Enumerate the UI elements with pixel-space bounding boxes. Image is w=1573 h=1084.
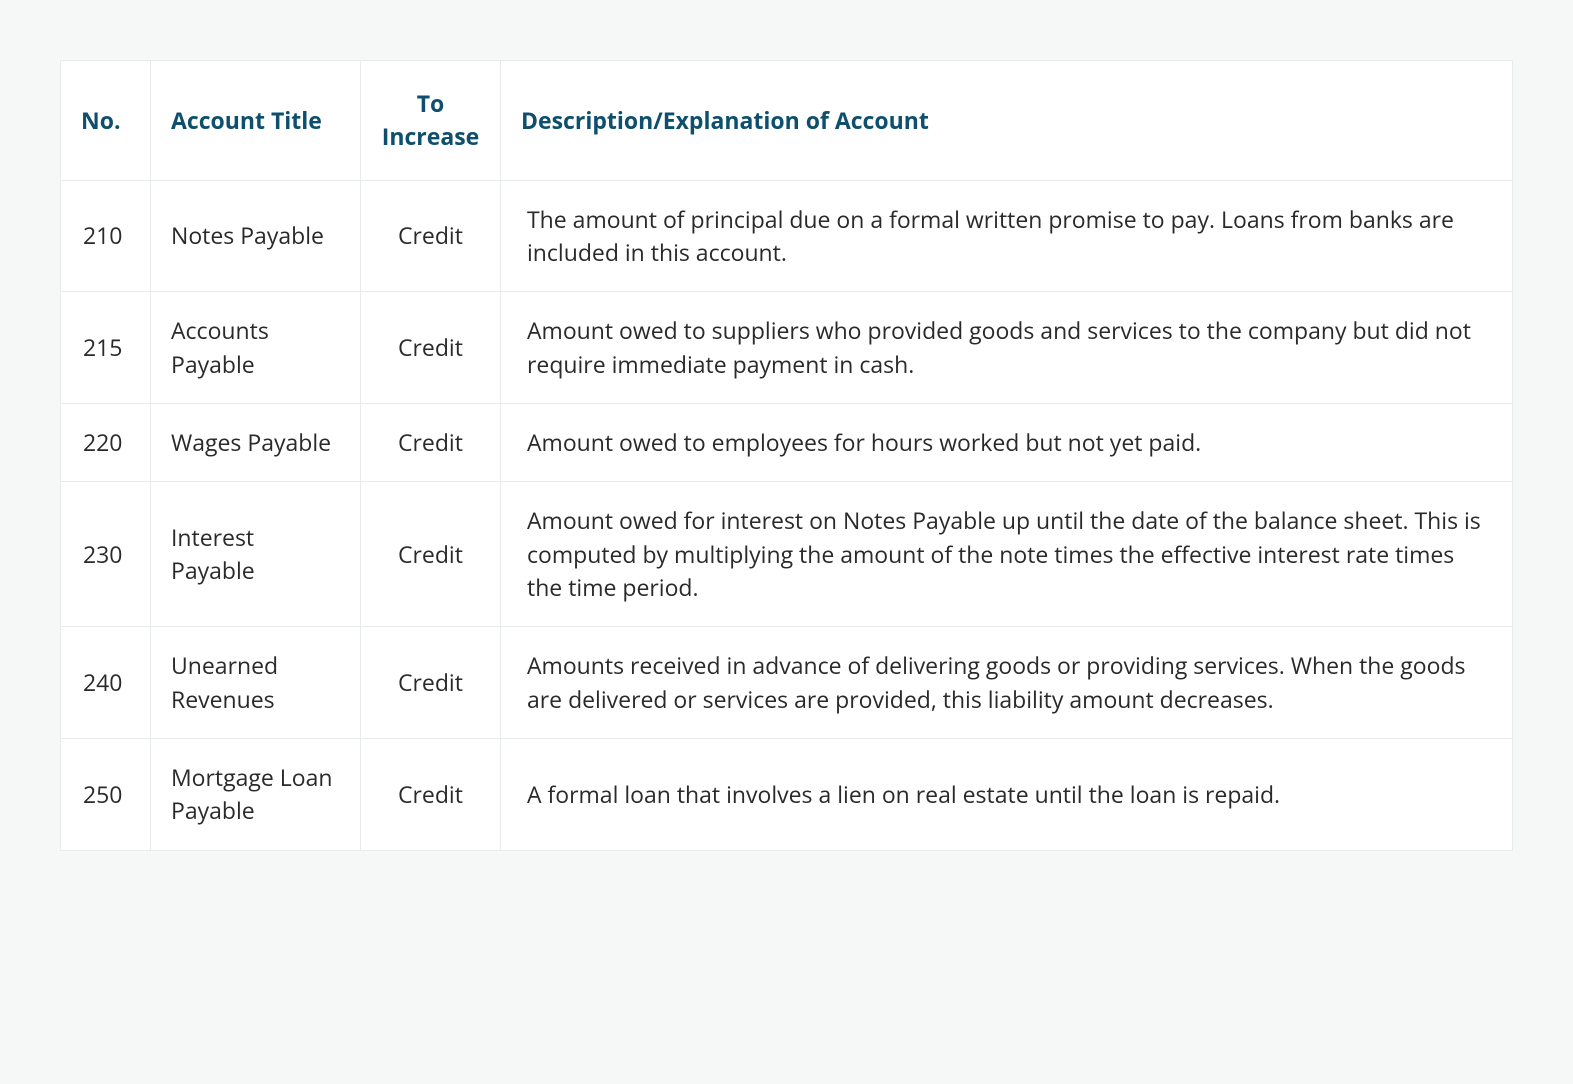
cell-no: 250 — [61, 739, 151, 851]
cell-description: The amount of principal due on a formal … — [501, 180, 1513, 292]
cell-to-increase: Credit — [361, 482, 501, 627]
cell-no: 220 — [61, 404, 151, 482]
table-header-row: No. Account Title To Increase Descriptio… — [61, 61, 1513, 181]
cell-description: Amount owed to suppliers who provided go… — [501, 292, 1513, 404]
table-row: 250 Mortgage Loan Payable Credit A forma… — [61, 739, 1513, 851]
cell-to-increase: Credit — [361, 739, 501, 851]
cell-account-title: Unearned Revenues — [151, 627, 361, 739]
cell-account-title: Wages Payable — [151, 404, 361, 482]
header-to-increase: To Increase — [361, 61, 501, 181]
cell-no: 230 — [61, 482, 151, 627]
table-row: 230 Interest Payable Credit Amount owed … — [61, 482, 1513, 627]
cell-account-title: Interest Payable — [151, 482, 361, 627]
cell-description: Amount owed to employees for hours worke… — [501, 404, 1513, 482]
cell-account-title: Accounts Payable — [151, 292, 361, 404]
table-body: 210 Notes Payable Credit The amount of p… — [61, 180, 1513, 850]
cell-description: Amounts received in advance of deliverin… — [501, 627, 1513, 739]
table-row: 210 Notes Payable Credit The amount of p… — [61, 180, 1513, 292]
accounts-table-container: No. Account Title To Increase Descriptio… — [60, 60, 1513, 851]
cell-no: 215 — [61, 292, 151, 404]
accounts-table: No. Account Title To Increase Descriptio… — [60, 60, 1513, 851]
cell-no: 210 — [61, 180, 151, 292]
cell-account-title: Notes Payable — [151, 180, 361, 292]
table-row: 220 Wages Payable Credit Amount owed to … — [61, 404, 1513, 482]
table-row: 240 Unearned Revenues Credit Amounts rec… — [61, 627, 1513, 739]
header-no: No. — [61, 61, 151, 181]
header-account-title: Account Title — [151, 61, 361, 181]
cell-no: 240 — [61, 627, 151, 739]
table-header: No. Account Title To Increase Descriptio… — [61, 61, 1513, 181]
cell-to-increase: Credit — [361, 292, 501, 404]
cell-to-increase: Credit — [361, 180, 501, 292]
cell-description: A formal loan that involves a lien on re… — [501, 739, 1513, 851]
cell-account-title: Mortgage Loan Payable — [151, 739, 361, 851]
cell-to-increase: Credit — [361, 627, 501, 739]
header-description: Description/Explanation of Account — [501, 61, 1513, 181]
cell-description: Amount owed for interest on Notes Payabl… — [501, 482, 1513, 627]
table-row: 215 Accounts Payable Credit Amount owed … — [61, 292, 1513, 404]
cell-to-increase: Credit — [361, 404, 501, 482]
